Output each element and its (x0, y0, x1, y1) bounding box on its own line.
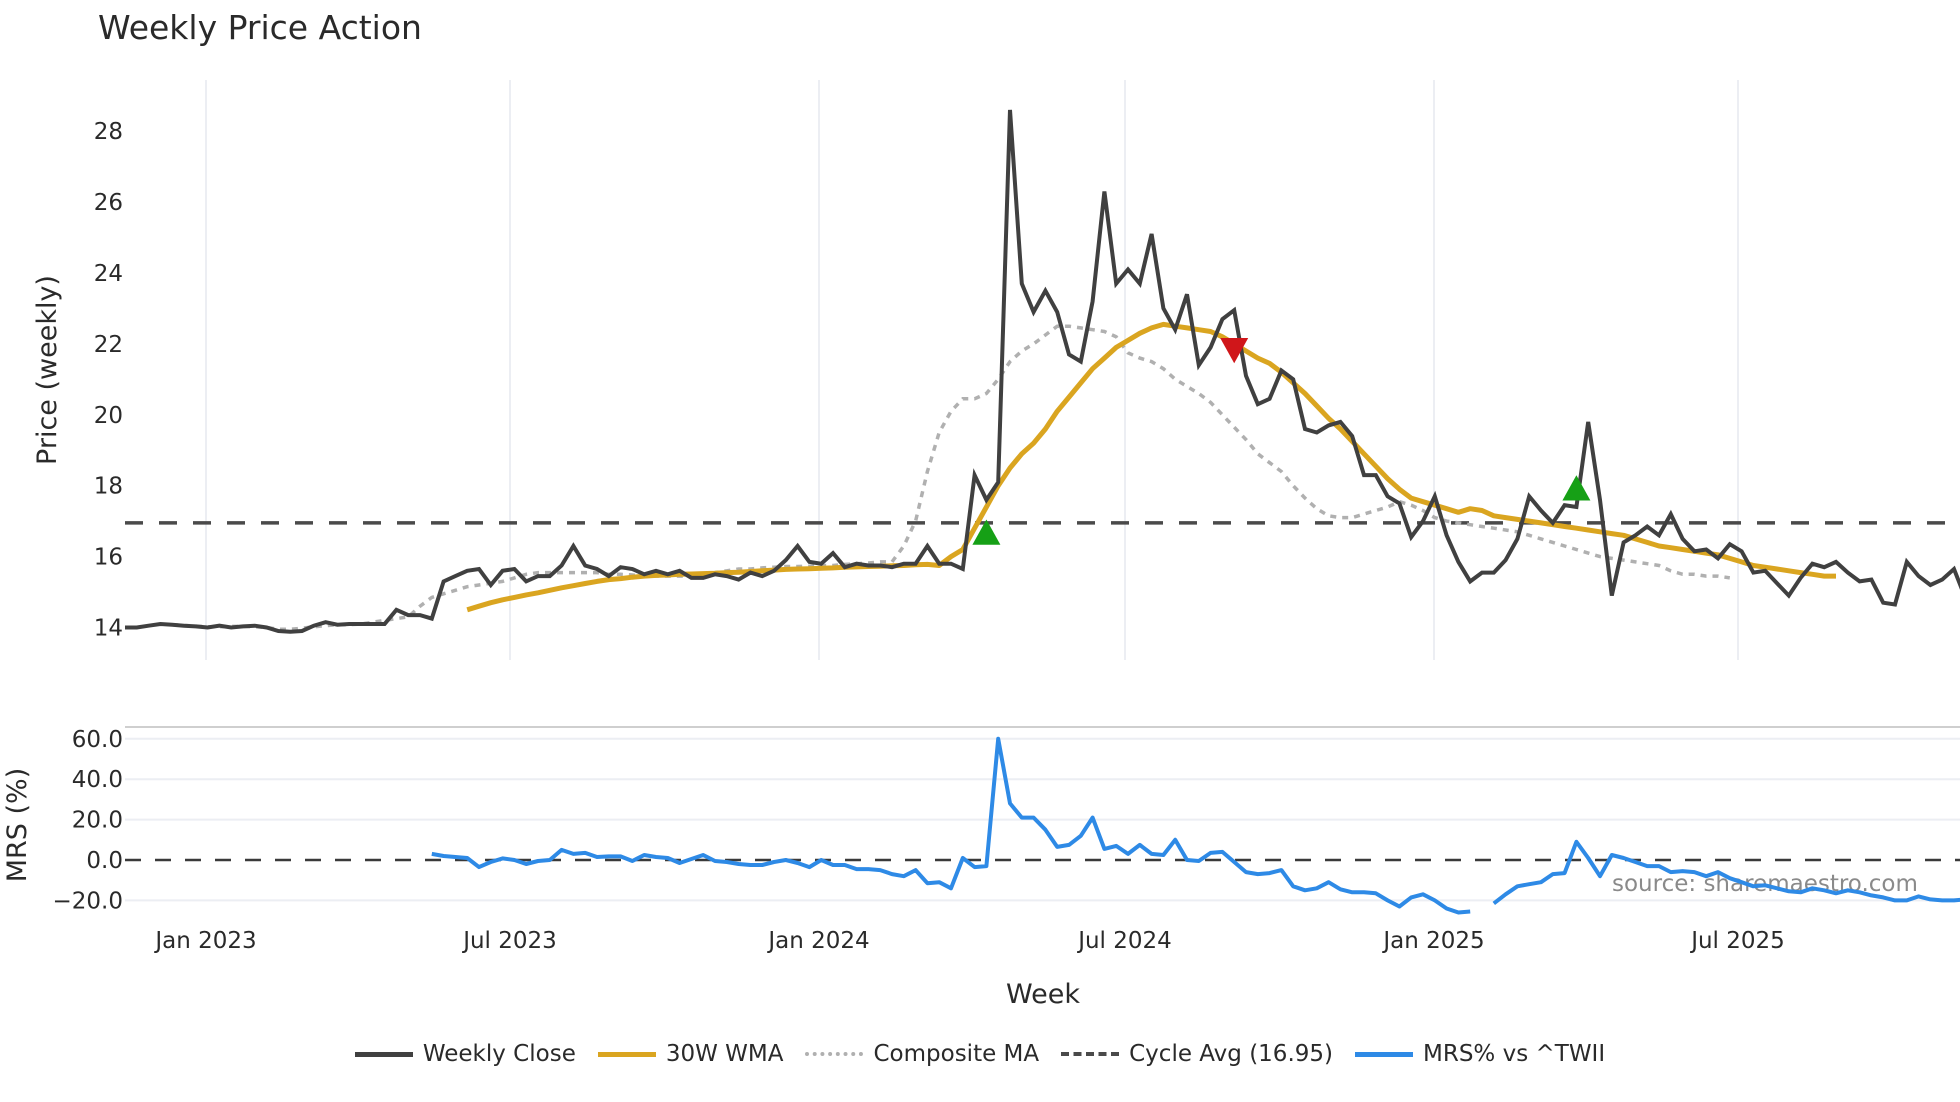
line-swatch-icon (597, 1051, 656, 1057)
signal-markers (972, 338, 1591, 545)
wma-30w-line (466, 321, 1836, 613)
mrs-y-axis: 60.0 40.0 20.0 0.0 −20.0 (53, 727, 123, 915)
buy-signal-triangle-up-icon (972, 519, 1001, 545)
legend-label: MRS% vs ^TWII (1423, 1041, 1606, 1067)
y-tick-label: 16 (94, 545, 123, 571)
mrs-series (125, 736, 1960, 915)
y-tick-label: 40.0 (72, 767, 123, 793)
y-tick-label: 24 (94, 261, 123, 287)
x-tick-label: Jul 2023 (461, 928, 557, 954)
x-axis: Jan 2023 Jul 2023 Jan 2024 Jul 2024 Jan 2025… (153, 928, 1784, 954)
legend-item-mrs[interactable]: MRS% vs ^TWII (1355, 1041, 1605, 1067)
legend-label: Weekly Close (422, 1041, 576, 1067)
legend-label: 30W WMA (665, 1041, 784, 1067)
dotted-line-swatch-icon (805, 1052, 864, 1056)
y-tick-label: 18 (94, 474, 123, 500)
mrs-horizontal-gridlines (125, 737, 1960, 902)
legend-label: Cycle Avg (16.95) (1129, 1041, 1333, 1067)
price-y-axis: 14 16 18 20 22 24 26 28 (94, 119, 123, 641)
x-axis-title: Week (1006, 979, 1080, 1010)
composite-ma-line (172, 324, 1731, 632)
x-tick-label: Jan 2025 (1381, 928, 1484, 954)
line-swatch-icon (354, 1051, 413, 1057)
buy-signal-triangle-up-icon (1562, 475, 1591, 501)
price-y-axis-title: Price (weekly) (32, 275, 63, 465)
y-tick-label: 26 (94, 190, 123, 216)
legend: Weekly Close 30W WMA Composite MA Cycle … (0, 1036, 1960, 1072)
y-tick-label: 28 (94, 119, 123, 145)
x-tick-label: Jul 2024 (1076, 928, 1172, 954)
y-tick-label: −20.0 (53, 888, 123, 914)
legend-label: Composite MA (873, 1041, 1040, 1067)
legend-item-30w-wma[interactable]: 30W WMA (597, 1041, 784, 1067)
mrs-line (431, 736, 1960, 915)
x-tick-label: Jan 2023 (153, 928, 256, 954)
y-tick-label: 20 (94, 403, 123, 429)
y-tick-label: 14 (94, 616, 123, 642)
vertical-gridlines (205, 80, 1739, 660)
price-series (125, 109, 1960, 634)
y-tick-label: 0.0 (86, 848, 123, 874)
y-tick-label: 20.0 (72, 808, 123, 834)
y-tick-label: 60.0 (72, 727, 123, 753)
x-tick-label: Jul 2025 (1689, 928, 1785, 954)
dashed-line-swatch-icon (1061, 1052, 1120, 1056)
y-tick-label: 22 (94, 332, 123, 358)
mrs-y-axis-title: MRS (%) (2, 768, 33, 883)
legend-item-cycle-avg[interactable]: Cycle Avg (16.95) (1061, 1041, 1333, 1067)
legend-item-weekly-close[interactable]: Weekly Close (354, 1041, 576, 1067)
chart-title: Weekly Price Action (98, 8, 422, 47)
x-tick-label: Jan 2024 (766, 928, 869, 954)
sell-signal-triangle-down-icon (1220, 338, 1249, 364)
weekly-close-line (125, 109, 1960, 634)
legend-item-composite-ma[interactable]: Composite MA (805, 1041, 1039, 1067)
line-swatch-icon (1355, 1051, 1413, 1057)
